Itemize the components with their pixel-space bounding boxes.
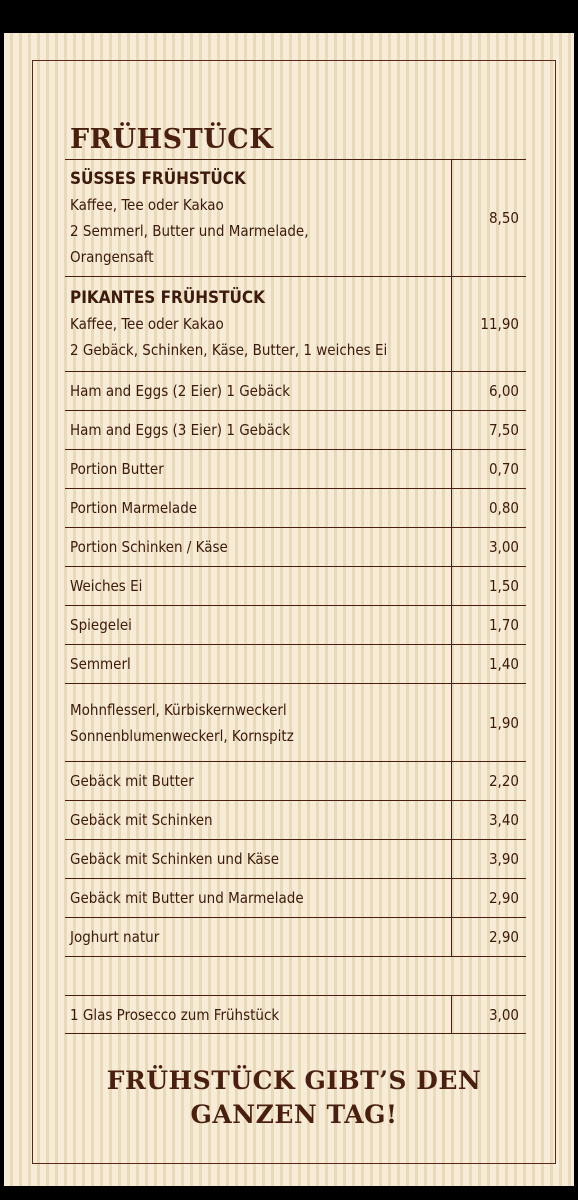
menu-item-price: 1,40 (488, 655, 519, 673)
menu-item-name: Semmerl (70, 655, 131, 673)
menu-item-line: Kaffee, Tee oder Kakao (70, 315, 224, 333)
menu-item-price: 3,90 (488, 850, 519, 868)
menu-item-name: Gebäck mit Schinken (70, 811, 213, 829)
menu-item: Weiches Ei 1,50 (65, 567, 526, 606)
menu-item-name: Mohnflesserl, Kürbiskernweckerl (70, 700, 287, 719)
menu-item: Gebäck mit Butter und Marmelade 2,90 (65, 879, 526, 918)
menu-item-name: Sonnenblumenweckerl, Kornspitz (70, 726, 294, 745)
footer-note: FRÜHSTÜCK GIBT’S DEN GANZEN TAG! (60, 1064, 528, 1132)
menu-item-price: 1,50 (488, 577, 519, 595)
menu-item-price: 11,90 (480, 315, 519, 333)
menu-item-pikantes-fruehstueck: PIKANTES FRÜHSTÜCK Kaffee, Tee oder Kaka… (65, 277, 526, 372)
menu-item-price: 1,70 (488, 616, 519, 634)
menu-item-name: Ham and Eggs (3 Eier) 1 Gebäck (70, 421, 291, 439)
menu-item-heading: PIKANTES FRÜHSTÜCK (70, 288, 265, 308)
menu-item-line: 2 Gebäck, Schinken, Käse, Butter, 1 weic… (70, 341, 388, 359)
menu-item-heading: SÜSSES FRÜHSTÜCK (70, 169, 246, 189)
footer-line: FRÜHSTÜCK GIBT’S DEN (106, 1066, 482, 1095)
menu-item-price: 2,90 (488, 889, 519, 907)
menu-item-price: 3,00 (488, 1005, 519, 1024)
menu-item: Semmerl 1,40 (65, 645, 526, 684)
menu-item-name: Joghurt natur (70, 928, 160, 946)
menu-item-price: 1,90 (488, 713, 519, 732)
menu-item-price: 0,80 (488, 499, 519, 517)
menu-item: Gebäck mit Schinken 3,40 (65, 801, 526, 840)
menu-item-name: Portion Schinken / Käse (70, 538, 228, 556)
menu-item-price: 8,50 (488, 209, 519, 227)
menu-item-prosecco: 1 Glas Prosecco zum Frühstück 3,00 (65, 995, 526, 1034)
menu-item: Joghurt natur 2,90 (65, 918, 526, 957)
menu-item-name: 1 Glas Prosecco zum Frühstück (70, 1005, 280, 1024)
menu-item-name: Spiegelei (70, 616, 132, 634)
menu-item-price: 2,20 (488, 772, 519, 790)
menu-item: Gebäck mit Schinken und Käse 3,90 (65, 840, 526, 879)
menu-item-price: 6,00 (488, 382, 519, 400)
menu-table: SÜSSES FRÜHSTÜCK Kaffee, Tee oder Kakao … (65, 159, 526, 1034)
menu-item-name: Gebäck mit Butter (70, 772, 194, 790)
menu-item-line: Orangensaft (70, 248, 154, 266)
menu-item-price: 7,50 (488, 421, 519, 439)
menu-item: Ham and Eggs (2 Eier) 1 Gebäck 6,00 (65, 372, 526, 411)
menu-item-name: Ham and Eggs (2 Eier) 1 Gebäck (70, 382, 291, 400)
menu-paper (4, 33, 574, 1186)
menu-item: Gebäck mit Butter 2,20 (65, 762, 526, 801)
menu-item-name: Gebäck mit Schinken und Käse (70, 850, 280, 868)
menu-item-name: Gebäck mit Butter und Marmelade (70, 889, 304, 907)
menu-item-price: 2,90 (488, 928, 519, 946)
footer-line: GANZEN TAG! (190, 1100, 398, 1129)
menu-item-name: Portion Marmelade (70, 499, 198, 517)
menu-frame (32, 60, 556, 1164)
menu-item: Portion Schinken / Käse 3,00 (65, 528, 526, 567)
menu-item-price: 3,40 (488, 811, 519, 829)
menu-item: Portion Marmelade 0,80 (65, 489, 526, 528)
menu-item-name: Portion Butter (70, 460, 164, 478)
menu-item: Mohnflesserl, Kürbiskernweckerl Sonnenbl… (65, 684, 526, 762)
menu-item-price: 0,70 (488, 460, 519, 478)
menu-item: Ham and Eggs (3 Eier) 1 Gebäck 7,50 (65, 411, 526, 450)
menu-item: Portion Butter 0,70 (65, 450, 526, 489)
menu-item-line: 2 Semmerl, Butter und Marmelade, (70, 222, 309, 240)
menu-item-price: 3,00 (488, 538, 519, 556)
menu-title: FRÜHSTÜCK (70, 124, 274, 155)
menu-item-suesses-fruehstueck: SÜSSES FRÜHSTÜCK Kaffee, Tee oder Kakao … (65, 160, 526, 277)
menu-item-line: Kaffee, Tee oder Kakao (70, 196, 224, 214)
menu-item: Spiegelei 1,70 (65, 606, 526, 645)
menu-spacer (65, 957, 526, 995)
menu-item-name: Weiches Ei (70, 577, 143, 595)
